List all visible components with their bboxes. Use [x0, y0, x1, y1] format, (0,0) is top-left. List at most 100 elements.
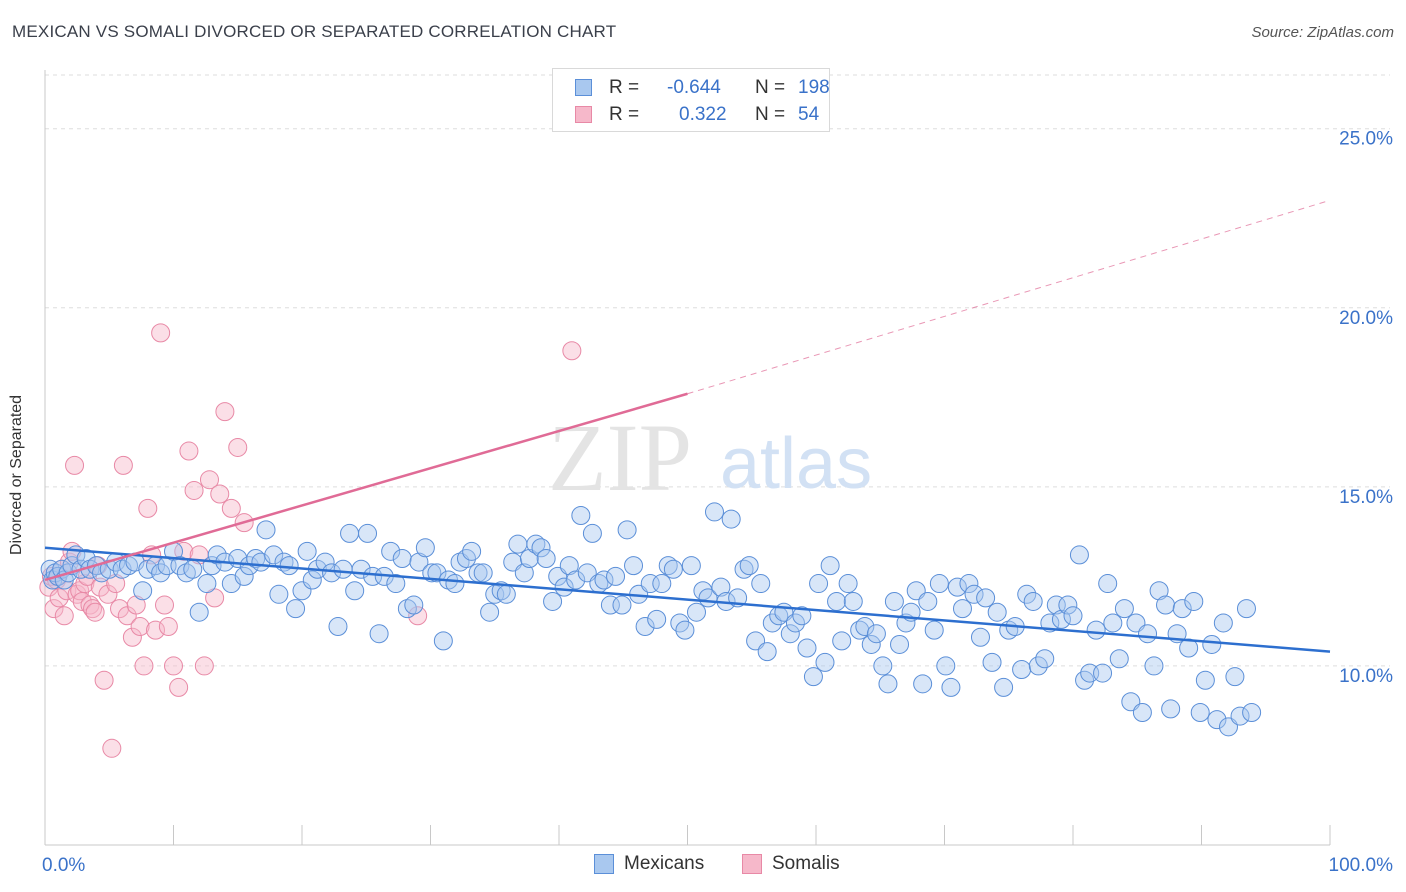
- mexicans-point: [600, 595, 620, 615]
- somalis-point: [199, 470, 219, 490]
- mexicans-point: [640, 574, 660, 594]
- mexicans-point: [647, 609, 667, 629]
- mexicans-point: [415, 538, 435, 558]
- mexicans-point: [873, 656, 893, 676]
- mexicans-point: [941, 677, 961, 697]
- legend-n-label: N =: [755, 104, 786, 125]
- mexicans-point: [924, 620, 944, 640]
- bottom-legend-swatch-mexicans: [594, 854, 614, 874]
- x-tick-label-max: 100.0%: [1329, 855, 1394, 876]
- mexicans-point: [721, 509, 741, 529]
- mexicans-point: [1184, 591, 1204, 611]
- mexicans-point: [269, 584, 289, 604]
- mexicans-point: [264, 545, 284, 565]
- legend-swatch-somalis: [575, 106, 592, 123]
- somalis-point: [179, 441, 199, 461]
- mexicans-point: [256, 520, 276, 540]
- mexicans-point: [1132, 702, 1152, 722]
- bottom-legend-label-somalis: Somalis: [772, 853, 840, 874]
- legend-n-value-somalis: 54: [798, 104, 820, 125]
- mexicans-point: [803, 667, 823, 687]
- mexicans-point: [1046, 595, 1066, 615]
- mexicans-point: [1023, 591, 1043, 611]
- mexicans-point: [189, 602, 209, 622]
- mexicans-point: [663, 559, 683, 579]
- mexicans-point: [820, 556, 840, 576]
- mexicans-point: [827, 591, 847, 611]
- somalis-point: [408, 606, 428, 626]
- mexicans-point: [1149, 581, 1169, 601]
- mexicans-point: [462, 541, 482, 561]
- legend-r-value-somalis: 0.322: [679, 104, 727, 125]
- mexicans-point: [328, 617, 348, 637]
- mexicans-point: [913, 674, 933, 694]
- somalis-point: [194, 656, 214, 676]
- mexicans-point: [554, 577, 574, 597]
- mexicans-point: [734, 559, 754, 579]
- axes: [44, 70, 1331, 846]
- mexicans-point: [1114, 599, 1134, 619]
- mexicans-point: [1035, 649, 1055, 669]
- somalis-point: [146, 620, 166, 640]
- watermark-atlas: atlas: [720, 424, 872, 504]
- somalis-point: [54, 606, 74, 626]
- mexicans-point: [686, 602, 706, 622]
- mexicans-point: [652, 574, 672, 594]
- mexicans-point: [1236, 599, 1256, 619]
- somalis-point: [215, 402, 235, 422]
- mexicans-point: [843, 591, 863, 611]
- mexicans-point: [1017, 584, 1037, 604]
- mexicans-point: [234, 566, 254, 586]
- mexicans-point: [1213, 613, 1233, 633]
- somalis-point: [85, 602, 105, 622]
- legend-r-value-mexicans: -0.644: [667, 77, 721, 98]
- mexicans-point: [496, 584, 516, 604]
- mexicans-point: [386, 574, 406, 594]
- mexicans-point: [1058, 595, 1078, 615]
- mexicans-point: [739, 556, 759, 576]
- mexicans-point: [809, 574, 829, 594]
- mexicans-point: [785, 613, 805, 633]
- mexicans-point: [815, 652, 835, 672]
- mexicans-point: [297, 541, 317, 561]
- mexicans-point: [345, 581, 365, 601]
- somalis-point: [94, 670, 114, 690]
- mexicans-point: [445, 574, 465, 594]
- somalis-point: [90, 577, 110, 597]
- mexicans-point: [1086, 620, 1106, 640]
- mexicans-point: [531, 538, 551, 558]
- mexicans-point: [884, 591, 904, 611]
- mexicans-point: [1207, 710, 1227, 730]
- mexicans-point: [1190, 702, 1210, 722]
- mexicans-point: [358, 523, 378, 543]
- mexicans-point: [780, 624, 800, 644]
- mexicans-point: [855, 617, 875, 637]
- somalis-point: [126, 595, 146, 615]
- somalis-point: [102, 738, 122, 758]
- mexicans-point: [333, 559, 353, 579]
- watermark-zip: ZIP: [548, 404, 692, 511]
- somalis-point: [169, 677, 189, 697]
- somalis-trend-extension: [687, 199, 1331, 395]
- mexicans-point: [918, 591, 938, 611]
- zipatlas-watermark: ZIP atlas: [548, 404, 872, 511]
- mexicans-point: [363, 566, 383, 586]
- mexicans-point: [624, 556, 644, 576]
- mexicans-point: [279, 556, 299, 576]
- mexicans-point: [1138, 624, 1158, 644]
- mexicans-point: [170, 556, 190, 576]
- somalis-point: [75, 574, 95, 594]
- mexicans-point: [1156, 595, 1176, 615]
- somalis-point: [151, 323, 171, 343]
- mexicans-point: [508, 534, 528, 554]
- somalis-point: [44, 599, 64, 619]
- mexicans-point: [832, 631, 852, 651]
- mexicans-point: [1103, 613, 1123, 633]
- legend-row-mexicans: R = -0.644 N = 198: [575, 75, 830, 101]
- mexicans-point: [838, 574, 858, 594]
- mexicans-point: [480, 602, 500, 622]
- somalis-point: [49, 588, 69, 608]
- somalis-trend-line: [44, 392, 688, 582]
- mexicans-point: [850, 620, 870, 640]
